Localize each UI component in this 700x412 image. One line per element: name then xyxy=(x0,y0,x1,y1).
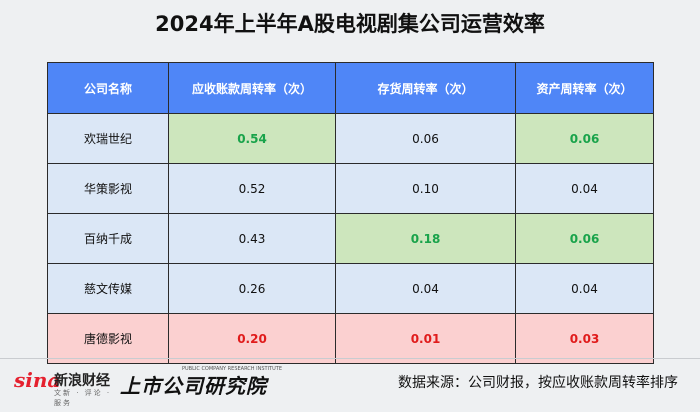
table-row: 欢瑞世纪 0.54 0.06 0.06 xyxy=(47,113,654,164)
header-company: 公司名称 xyxy=(47,62,169,114)
table-row: 百纳千成 0.43 0.18 0.06 xyxy=(47,213,654,264)
asset-cell: 0.03 xyxy=(515,313,654,364)
asset-cell: 0.06 xyxy=(515,213,654,264)
company-cell: 唐德影视 xyxy=(47,313,169,364)
asset-cell: 0.04 xyxy=(515,163,654,214)
sina-finance-logo: sina 新浪财经 文新 · 评论 · 服务 xyxy=(14,366,114,407)
page-title: 2024年上半年A股电视剧集公司运营效率 xyxy=(155,12,545,36)
table-row: 华策影视 0.52 0.10 0.04 xyxy=(47,163,654,214)
receivable-cell: 0.20 xyxy=(168,313,336,364)
institute-english-name: PUBLIC COMPANY RESEARCH INSTITUTE xyxy=(182,366,282,372)
company-cell: 百纳千成 xyxy=(47,213,169,264)
company-cell: 慈文传媒 xyxy=(47,263,169,314)
inventory-cell: 0.10 xyxy=(335,163,516,214)
asset-cell: 0.06 xyxy=(515,113,654,164)
receivable-cell: 0.52 xyxy=(168,163,336,214)
institute-name: 上市公司研究院 xyxy=(120,374,267,398)
data-source-note: 数据来源：公司财报，按应收账款周转率排序 xyxy=(398,375,678,391)
company-cell: 华策影视 xyxy=(47,163,169,214)
footer-divider xyxy=(0,358,700,359)
institute-logo: 上市公司研究院 PUBLIC COMPANY RESEARCH INSTITUT… xyxy=(120,362,282,402)
receivable-cell: 0.54 xyxy=(168,113,336,164)
receivable-cell: 0.26 xyxy=(168,263,336,314)
inventory-cell: 0.04 xyxy=(335,263,516,314)
receivable-cell: 0.43 xyxy=(168,213,336,264)
table-header-row: 公司名称 应收账款周转率（次） 存货周转率（次） 资产周转率（次） xyxy=(47,62,654,114)
header-asset-turnover: 资产周转率（次） xyxy=(515,62,654,114)
table-row: 慈文传媒 0.26 0.04 0.04 xyxy=(47,263,654,314)
inventory-cell: 0.06 xyxy=(335,113,516,164)
efficiency-table: 公司名称 应收账款周转率（次） 存货周转率（次） 资产周转率（次） 欢瑞世纪 0… xyxy=(47,62,654,364)
sina-mark: sina xyxy=(14,368,61,392)
sina-name: 新浪财经 xyxy=(54,373,110,389)
table-row: 唐德影视 0.20 0.01 0.03 xyxy=(47,313,654,364)
header-receivable-turnover: 应收账款周转率（次） xyxy=(168,62,336,114)
header-inventory-turnover: 存货周转率（次） xyxy=(335,62,516,114)
asset-cell: 0.04 xyxy=(515,263,654,314)
sina-subtitle: 文新 · 评论 · 服务 xyxy=(54,389,112,407)
inventory-cell: 0.18 xyxy=(335,213,516,264)
inventory-cell: 0.01 xyxy=(335,313,516,364)
company-cell: 欢瑞世纪 xyxy=(47,113,169,164)
